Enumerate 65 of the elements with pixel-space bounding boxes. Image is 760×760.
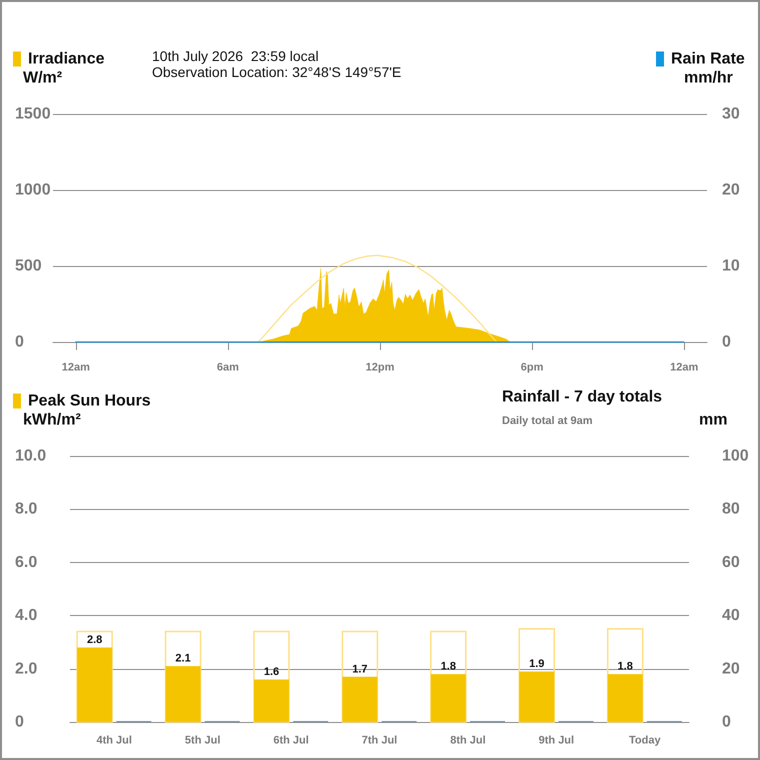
x-tick-label: 6th Jul — [273, 734, 309, 746]
x-tick-label: 12pm — [366, 362, 395, 374]
bar — [253, 630, 290, 723]
y2-tick-label: 10 — [722, 258, 740, 274]
x-tick-label: 6pm — [520, 362, 544, 374]
y-tick-label: 1500 — [15, 106, 51, 122]
y-tick-label: 500 — [15, 258, 42, 274]
x-tick-label: Today — [628, 734, 662, 746]
y2-tick-label: 100 — [722, 448, 749, 464]
y2-tick-label: 0 — [722, 334, 731, 350]
y2-tick-label: 0 — [722, 714, 731, 730]
data-label: 2.1 — [175, 652, 191, 665]
data-label: 1.9 — [529, 658, 544, 670]
y-tick-label: 8.0 — [15, 500, 38, 518]
data-label: 2.8 — [86, 634, 102, 646]
bar — [166, 666, 201, 722]
y2-tick-label: 20 — [722, 660, 740, 678]
bar — [519, 671, 554, 722]
bar — [430, 630, 467, 723]
legend-label: Irradiance — [28, 50, 105, 68]
bar — [608, 674, 643, 722]
y-axis-title: kWh/m² — [23, 412, 81, 428]
line-series — [258, 254, 498, 343]
bar — [430, 674, 466, 722]
y2-axis-title: mm/hr — [684, 70, 733, 86]
y-axis-title: W/m² — [23, 70, 62, 86]
bar — [164, 630, 202, 723]
bar — [77, 648, 112, 722]
bar — [76, 630, 113, 723]
data-label: 1.6 — [264, 666, 280, 678]
x-tick-label: 12am — [62, 362, 90, 374]
y2-tick-label: 40 — [722, 607, 740, 624]
legend-label: Peak Sun Hours — [28, 392, 151, 410]
x-tick-label: 8th Jul — [450, 734, 486, 746]
y-tick-label: 6.0 — [15, 554, 38, 571]
chart-title: Rainfall - 7 day totals — [502, 388, 662, 406]
bar — [518, 628, 556, 723]
bar — [254, 679, 289, 722]
data-label: 1.8 — [440, 660, 456, 673]
y-tick-label: 1000 — [15, 182, 51, 198]
y-tick-label: 2.0 — [15, 660, 38, 678]
x-tick-label: 6am — [216, 362, 240, 374]
data-label: 1.7 — [352, 663, 368, 676]
data-label: 1.8 — [618, 660, 633, 673]
y2-tick-label: 30 — [722, 106, 740, 122]
bar — [342, 630, 378, 723]
y2-tick-label: 80 — [722, 500, 740, 518]
text: Observation Location: 32°48'S 149°57'E — [152, 64, 402, 80]
x-tick-label: 9th Jul — [538, 734, 574, 746]
y2-axis-title: mm — [699, 412, 728, 428]
y-tick-label: 0 — [15, 714, 24, 730]
legend-label: Rain Rate — [671, 50, 745, 68]
bar — [342, 676, 378, 722]
x-tick-label: 7th Jul — [362, 734, 398, 746]
y2-tick-label: 20 — [722, 182, 740, 198]
y2-tick-label: 60 — [722, 554, 740, 571]
text: 10th July 2026 23:59 local — [152, 48, 319, 64]
y-tick-label: 0 — [15, 334, 24, 350]
y-tick-label: 10.0 — [15, 448, 46, 464]
x-tick-label: 4th Jul — [96, 734, 132, 746]
chart-subtitle: Daily total at 9am — [502, 415, 593, 427]
x-tick-label: 5th Jul — [184, 734, 220, 746]
bar — [606, 628, 644, 723]
x-tick-label: 12am — [670, 362, 698, 374]
y-tick-label: 4.0 — [15, 607, 38, 624]
